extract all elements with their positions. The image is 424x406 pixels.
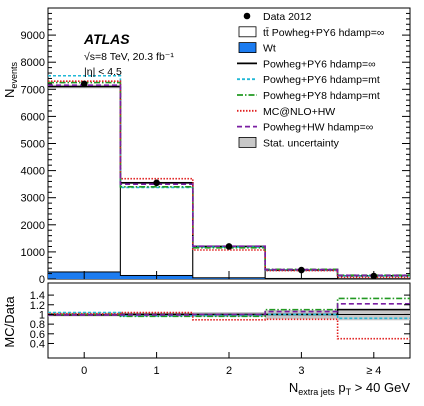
data-point xyxy=(153,179,160,187)
legend-label: Stat. uncertainty xyxy=(263,137,340,149)
ratio-y-tick-label: 0.4 xyxy=(30,338,45,350)
y-tick-label: 2000 xyxy=(21,220,45,232)
x-tick-label: 1 xyxy=(154,365,160,377)
ttbar-bar xyxy=(47,86,121,273)
legend-label: Data 2012 xyxy=(263,11,312,23)
y-tick-label: 8000 xyxy=(21,57,45,69)
y-axis-label-main: Nevents xyxy=(2,62,19,98)
ratio-y-tick-label: 1.2 xyxy=(30,300,45,312)
y-tick-label: 1000 xyxy=(21,247,45,259)
x-axis-label: Nextra jets pT > 40 GeV xyxy=(289,380,410,397)
ratio-line xyxy=(48,303,410,316)
y-axis-label-ratio: MC/Data xyxy=(2,296,17,348)
ratio-y-tick-label: 0.6 xyxy=(30,329,45,341)
legend-label: Powheg+PY6 hdamp=∞ xyxy=(263,58,376,70)
legend-label: Powheg+HW hdamp=∞ xyxy=(263,122,373,134)
x-tick-label: 2 xyxy=(226,365,232,377)
data-point xyxy=(298,266,305,274)
x-tick-label: 3 xyxy=(298,365,304,377)
atlas-label: ATLAS xyxy=(83,31,130,47)
legend-swatch xyxy=(238,42,257,53)
y-tick-label: 9000 xyxy=(21,30,45,42)
ratio-line xyxy=(48,311,410,320)
x-tick-label: ≥ 4 xyxy=(366,365,381,377)
legend-label: MC@NLO+HW xyxy=(263,106,335,118)
ratio-line xyxy=(48,311,410,340)
legend-swatch xyxy=(238,136,257,148)
series-line xyxy=(48,80,410,279)
data-point xyxy=(80,80,88,88)
legend-swatch xyxy=(238,26,257,38)
y-tick-label: 5000 xyxy=(21,139,45,151)
ratio-y-tick-label: 1.4 xyxy=(30,290,45,302)
legend-label: tt̄ Powheg+PY6 hdamp=∞ xyxy=(263,27,384,39)
legend-label: Powheg+PY8 hdamp=mt xyxy=(263,90,380,102)
ratio-y-tick-label: 1 xyxy=(39,309,45,321)
y-tick-label: 3000 xyxy=(21,193,45,205)
legend-label: Powheg+PY6 hdamp=mt xyxy=(263,74,380,86)
legend-label: Wt xyxy=(263,43,276,55)
ratio-y-tick-label: 0.8 xyxy=(30,319,45,331)
legend-marker xyxy=(243,12,251,20)
data-point xyxy=(225,243,233,250)
ttbar-bar xyxy=(119,182,194,276)
series-line xyxy=(48,84,410,277)
y-tick-label: 4000 xyxy=(21,166,45,178)
x-tick-label: 0 xyxy=(81,365,87,377)
eta-cut-label: |η| < 4.5 xyxy=(84,66,122,78)
y-tick-label: 7000 xyxy=(21,84,45,96)
y-tick-label: 0 xyxy=(39,274,45,286)
energy-lumi-label: √s=8 TeV, 20.3 fb⁻¹ xyxy=(84,51,174,63)
y-tick-label: 6000 xyxy=(21,111,45,123)
